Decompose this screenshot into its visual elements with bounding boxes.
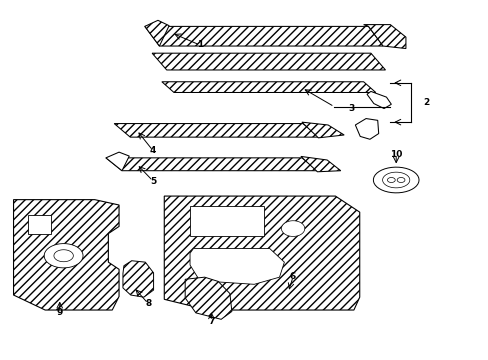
Text: 3: 3 [347,104,354,113]
Polygon shape [396,177,404,183]
Text: 7: 7 [208,316,214,325]
Polygon shape [162,82,375,93]
Polygon shape [106,158,318,171]
Polygon shape [185,277,231,319]
Text: 9: 9 [57,308,63,317]
Polygon shape [366,91,390,109]
Text: 2: 2 [423,98,429,107]
Text: 10: 10 [389,150,402,159]
Polygon shape [44,244,83,268]
Text: 6: 6 [289,272,296,281]
Polygon shape [190,206,264,237]
Polygon shape [281,221,304,237]
Polygon shape [122,261,153,297]
Polygon shape [28,215,51,234]
Polygon shape [144,26,382,46]
Text: 4: 4 [150,146,156,155]
Polygon shape [114,123,319,137]
Polygon shape [355,118,378,139]
Polygon shape [301,122,344,138]
Polygon shape [386,177,394,183]
Text: 8: 8 [145,299,151,308]
Polygon shape [144,20,169,46]
Polygon shape [54,250,73,262]
Polygon shape [382,172,409,188]
Polygon shape [190,249,284,284]
Polygon shape [300,157,340,172]
Polygon shape [164,196,359,310]
Text: 5: 5 [150,176,156,185]
Polygon shape [152,53,385,70]
Polygon shape [106,152,129,171]
Polygon shape [14,200,119,310]
Text: 1: 1 [196,40,203,49]
Polygon shape [373,167,418,193]
Polygon shape [363,24,405,49]
